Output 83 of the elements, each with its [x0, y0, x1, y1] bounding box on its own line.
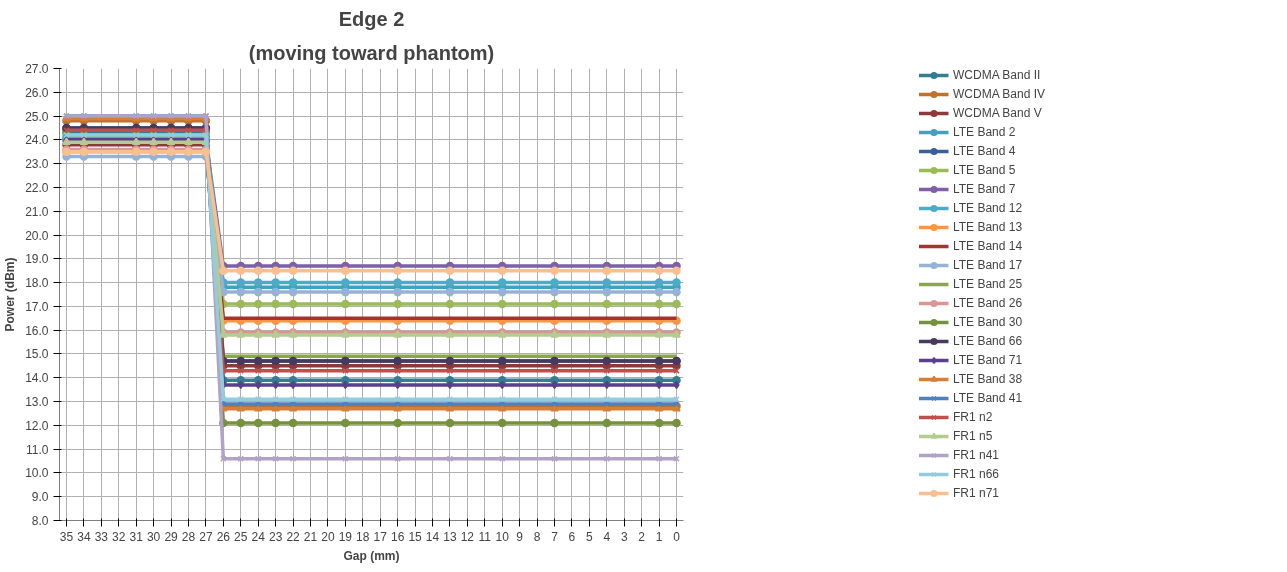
- y-tick-label: 18.0: [25, 276, 49, 291]
- y-tick-label: 24.0: [25, 133, 49, 148]
- y-tick-label: 15.0: [25, 347, 49, 362]
- legend-label: LTE Band 14: [952, 239, 1023, 253]
- legend-label: WCDMA Band II: [952, 68, 1041, 82]
- x-tick-label: 22: [286, 529, 301, 544]
- x-tick-label: 31: [129, 529, 144, 544]
- x-tick-label: 1: [655, 529, 663, 544]
- legend-label: LTE Band 4: [952, 144, 1016, 158]
- x-tick-label: 24: [251, 529, 266, 544]
- legend-label: LTE Band 25: [952, 277, 1023, 291]
- x-tick-label: 12: [460, 529, 475, 544]
- legend-label: LTE Band 17: [952, 258, 1023, 272]
- legend-label: LTE Band 71: [952, 353, 1023, 367]
- chart-title: Edge 2: [338, 7, 405, 30]
- legend-label: WCDMA Band V: [952, 106, 1042, 120]
- y-tick-label: 25.0: [25, 109, 49, 124]
- x-tick-label: 34: [77, 529, 91, 544]
- y-tick-label: 20.0: [25, 228, 49, 243]
- x-tick-label: 4: [603, 529, 611, 544]
- x-tick-label: 16: [390, 529, 405, 544]
- x-tick-label: 20: [321, 529, 335, 544]
- x-axis-title: Gap (mm): [343, 548, 400, 563]
- x-tick-label: 21: [303, 529, 318, 544]
- x-tick-label: 10: [495, 529, 510, 544]
- legend-label: FR1 n71: [952, 486, 1000, 500]
- x-tick-label: 18: [356, 529, 370, 544]
- x-tick-label: 33: [94, 529, 109, 544]
- x-tick-label: 32: [112, 529, 126, 544]
- x-tick-label: 14: [425, 529, 440, 544]
- legend-label: LTE Band 30: [952, 315, 1023, 329]
- x-tick-label: 26: [216, 529, 231, 544]
- legend-label: LTE Band 5: [952, 163, 1016, 177]
- legend-label: LTE Band 13: [952, 220, 1023, 234]
- y-tick-label: 9.0: [31, 490, 49, 505]
- x-tick-label: 19: [338, 529, 353, 544]
- y-tick-label: 14.0: [25, 371, 49, 386]
- legend-label: LTE Band 12: [952, 201, 1023, 215]
- y-tick-label: 10.0: [25, 466, 49, 481]
- x-tick-label: 2: [638, 529, 646, 544]
- y-tick-label: 12.0: [25, 418, 49, 433]
- legend-label: LTE Band 38: [952, 372, 1023, 386]
- x-tick-label: 23: [268, 529, 283, 544]
- y-tick-label: 17.0: [25, 299, 49, 314]
- legend-label: WCDMA Band IV: [952, 87, 1046, 101]
- x-tick-label: 3: [620, 529, 628, 544]
- y-tick-label: 8.0: [31, 514, 49, 528]
- y-tick-label: 26.0: [25, 85, 49, 100]
- x-tick-label: 17: [373, 529, 388, 544]
- x-tick-label: 25: [234, 529, 248, 544]
- x-tick-label: 30: [146, 529, 161, 544]
- legend-label: LTE Band 7: [952, 182, 1016, 196]
- y-tick-label: 19.0: [25, 252, 49, 267]
- y-tick-label: 22.0: [25, 180, 49, 195]
- legend-label: FR1 n2: [952, 410, 993, 424]
- legend-label: FR1 n66: [952, 467, 1000, 481]
- legend-label: LTE Band 2: [952, 125, 1016, 139]
- x-tick-label: 15: [408, 529, 423, 544]
- y-tick-label: 21.0: [25, 204, 49, 219]
- y-tick-label: 27.0: [25, 62, 49, 76]
- x-tick-label: 0: [673, 529, 681, 544]
- legend-label: LTE Band 26: [952, 296, 1023, 310]
- y-tick-label: 13.0: [25, 395, 49, 410]
- x-tick-label: 6: [568, 529, 576, 544]
- y-tick-label: 16.0: [25, 323, 49, 338]
- legend-label: LTE Band 66: [952, 334, 1023, 348]
- legend-label: LTE Band 41: [952, 391, 1023, 405]
- y-axis-title: Power (dBm): [3, 257, 18, 332]
- x-tick-label: 13: [443, 529, 457, 544]
- y-tick-label: 23.0: [25, 157, 49, 172]
- x-tick-label: 27: [199, 529, 213, 544]
- x-tick-label: 9: [516, 529, 524, 544]
- legend-label: FR1 n5: [952, 429, 993, 443]
- x-tick-label: 7: [551, 529, 559, 544]
- x-tick-label: 29: [164, 529, 179, 544]
- x-tick-label: 8: [533, 529, 541, 544]
- y-tick-label: 11.0: [26, 442, 49, 457]
- x-tick-label: 5: [586, 529, 594, 544]
- chart-subtitle: (moving toward phantom): [248, 41, 495, 64]
- x-tick-label: 28: [181, 529, 196, 544]
- x-tick-label: 11: [478, 529, 492, 544]
- legend-label: FR1 n41: [952, 448, 1000, 462]
- x-tick-label: 35: [59, 529, 74, 544]
